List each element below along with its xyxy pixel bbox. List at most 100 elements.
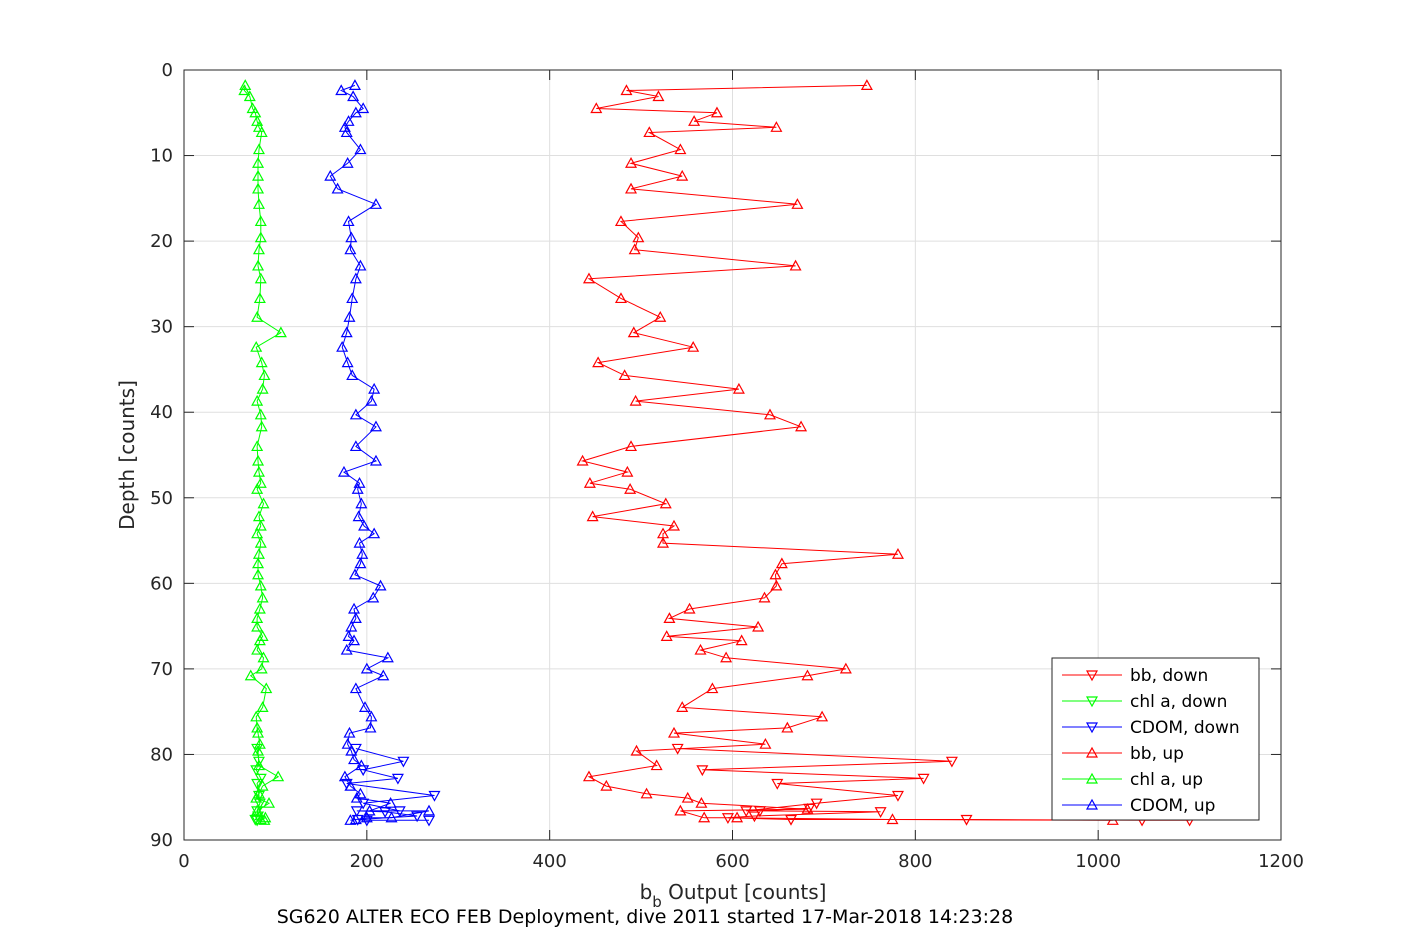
data-point (720, 651, 733, 663)
data-point (352, 510, 365, 522)
data-point (740, 806, 753, 818)
data-point (759, 737, 772, 749)
data-point (770, 579, 783, 591)
data-point (351, 482, 364, 494)
data-point (810, 798, 823, 810)
data-point (251, 804, 264, 816)
data-point (252, 198, 265, 209)
data-point (341, 356, 354, 368)
x-tick-label: 1200 (1258, 851, 1304, 872)
chart-caption: SG620 ALTER ECO FEB Deployment, dive 201… (277, 906, 1013, 928)
legend-marker (1085, 722, 1099, 734)
data-point (357, 765, 370, 777)
data-point (732, 382, 745, 394)
data-point (364, 721, 377, 733)
x-tick-label: 0 (178, 851, 189, 872)
data-point (349, 272, 362, 284)
data-point (346, 292, 359, 304)
legend-label: bb, down (1130, 666, 1208, 686)
data-point (255, 356, 268, 368)
data-point (365, 394, 378, 406)
data-point (251, 620, 264, 632)
data-point (250, 710, 263, 722)
series-bb-up (576, 79, 1119, 825)
data-point (340, 326, 353, 338)
legend-label: CDOM, up (1130, 796, 1215, 816)
legend-item: chl a, up (1062, 770, 1203, 790)
data-point (377, 669, 390, 681)
legend-entries: bb, down chl a, down CDOM, down bb, up chl a… (1062, 666, 1240, 816)
x-axis-label-base: b (640, 880, 653, 904)
data-point (255, 126, 268, 138)
data-point (354, 557, 367, 569)
ticks-layer: 0 200 400 600 800 1000 1200 0 10 20 30 40 50 60 70 80 90 (150, 60, 1304, 872)
data-point (660, 630, 673, 641)
data-point (710, 106, 723, 118)
legend-label: CDOM, down (1130, 718, 1240, 738)
data-point (342, 630, 355, 641)
series-line (254, 748, 262, 821)
data-point (336, 340, 349, 352)
data-point (874, 807, 887, 819)
data-point (238, 84, 251, 96)
data-point (254, 579, 267, 591)
data-point (338, 770, 351, 782)
data-point (256, 779, 269, 791)
data-point (791, 198, 804, 209)
data-point (253, 634, 266, 646)
data-point (385, 811, 398, 823)
data-point (353, 536, 366, 548)
data-point (683, 602, 696, 614)
data-point (657, 536, 670, 548)
series-layer (238, 79, 1196, 827)
data-point (252, 790, 265, 802)
data-point (344, 814, 357, 825)
data-point (272, 770, 285, 782)
data-point (384, 796, 397, 808)
data-point (369, 198, 382, 209)
data-point (891, 790, 904, 802)
data-point (342, 215, 355, 227)
y-tick-label: 10 (150, 146, 173, 167)
data-point (368, 382, 381, 394)
data-point (801, 669, 814, 681)
data-point (694, 643, 707, 655)
legend-item: CDOM, down (1062, 718, 1240, 738)
data-point (254, 536, 267, 548)
x-tick-label: 800 (898, 851, 932, 872)
legend-label: bb, up (1130, 744, 1184, 764)
data-point (625, 157, 638, 168)
data-point (775, 557, 788, 569)
data-point (256, 591, 269, 603)
data-point (696, 765, 709, 777)
data-point (251, 815, 264, 827)
data-point (349, 408, 362, 420)
data-point (618, 369, 631, 381)
data-point (643, 126, 656, 138)
data-point (252, 143, 265, 155)
data-point (256, 382, 269, 394)
data-point (663, 612, 676, 624)
data-point (254, 476, 267, 488)
legend-marker (1085, 670, 1099, 682)
data-point (254, 773, 267, 785)
data-point (345, 231, 358, 243)
data-point (346, 369, 359, 381)
data-point (253, 602, 266, 614)
data-point (428, 790, 441, 802)
data-point (348, 753, 361, 765)
data-point (340, 643, 353, 655)
data-point (356, 548, 369, 559)
data-point (652, 90, 665, 102)
data-point (614, 215, 627, 227)
data-point (600, 779, 613, 791)
data-point (255, 662, 268, 674)
data-point (411, 811, 424, 823)
data-point (381, 651, 394, 663)
data-point (422, 804, 436, 816)
series-cdom-up (324, 79, 436, 825)
x-tick-label: 600 (715, 851, 749, 872)
data-point (355, 497, 368, 509)
data-point (345, 744, 358, 756)
